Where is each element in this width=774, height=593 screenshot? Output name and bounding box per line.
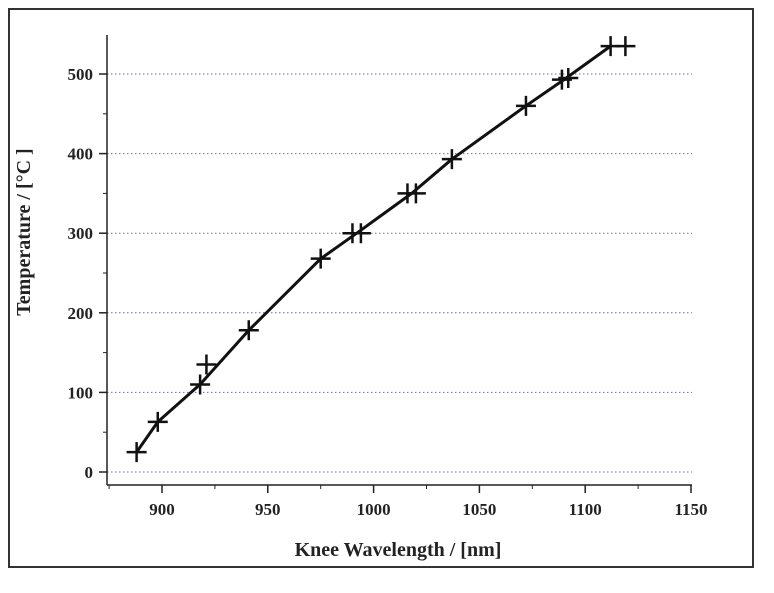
x-tick-label: 1150 xyxy=(674,500,707,519)
data-point xyxy=(147,411,168,432)
data-point xyxy=(238,320,259,341)
x-axis-title: Knee Wavelength / [nm] xyxy=(295,539,502,561)
x-tick-label: 1100 xyxy=(569,500,602,519)
data-point xyxy=(615,36,636,57)
y-tick-label: 400 xyxy=(68,145,94,164)
ticks: 0 100 200 300 400 500 900 950 1000 1050 1100 1150 xyxy=(68,65,708,519)
x-tick-label: 1000 xyxy=(357,500,391,519)
x-tick-label: 1050 xyxy=(462,500,496,519)
data-point xyxy=(405,183,426,204)
y-tick-label: 100 xyxy=(68,383,94,402)
x-tick-label: 950 xyxy=(255,500,281,519)
data-point xyxy=(126,442,147,463)
data-point xyxy=(558,67,579,88)
y-tick-label: 0 xyxy=(85,463,94,482)
plot-area xyxy=(126,36,636,463)
data-point xyxy=(515,95,536,116)
y-tick-label: 200 xyxy=(68,304,94,323)
y-axis-title: Temperature / [°C ] xyxy=(13,148,35,315)
data-point xyxy=(196,354,217,375)
data-point xyxy=(441,149,462,170)
y-tick-label: 300 xyxy=(68,224,94,243)
data-point xyxy=(190,374,211,395)
axes xyxy=(106,35,692,486)
chart-frame xyxy=(8,8,754,568)
data-point xyxy=(350,223,371,244)
x-tick-label: 900 xyxy=(149,500,175,519)
data-point xyxy=(310,248,331,269)
gridlines xyxy=(107,73,692,473)
series-line xyxy=(135,44,612,453)
y-tick-label: 500 xyxy=(68,65,94,84)
